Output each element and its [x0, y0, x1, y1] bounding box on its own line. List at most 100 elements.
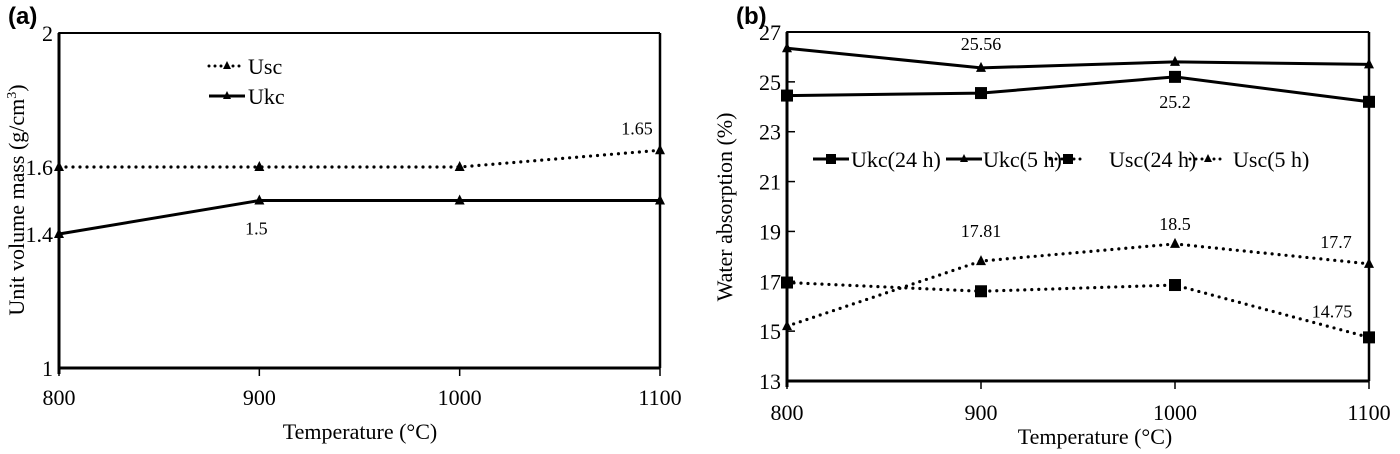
- data-label: 1.5: [245, 219, 268, 239]
- triangle-marker-icon: [54, 161, 64, 171]
- data-labels-a: 1.65 1.5: [245, 118, 653, 238]
- series-ukc-5-h: [782, 42, 1374, 72]
- legend-item-ukc-24-h: Ukc(24 h): [813, 147, 941, 172]
- square-marker-icon: [1363, 331, 1375, 344]
- legend-label: Usc(5 h): [1233, 147, 1309, 172]
- x-axis-ticks-a: 800 900 1000 1100: [43, 368, 682, 410]
- data-label: 18.5: [1159, 214, 1191, 234]
- x-tick-label: 1000: [1153, 400, 1197, 425]
- triangle-marker-icon: [1170, 55, 1180, 66]
- x-tick-label: 900: [965, 400, 998, 425]
- triangle-marker-icon: [1170, 237, 1180, 248]
- legend-triangle-icon: [960, 154, 968, 162]
- panel-label-a: (a): [8, 3, 37, 30]
- legend-square-icon: [826, 154, 836, 164]
- y-tick-label: 17: [759, 269, 781, 294]
- triangle-marker-icon: [976, 255, 986, 266]
- legend-triangle-icon: [223, 91, 231, 99]
- square-marker-icon: [1363, 95, 1375, 108]
- data-label: 17.81: [961, 221, 1002, 241]
- legend-item-usc-24-h: Usc(24 h): [1048, 147, 1196, 172]
- legend-triangle-icon: [1204, 154, 1212, 162]
- data-label: 1.65: [621, 118, 653, 138]
- triangle-marker-icon: [254, 161, 265, 171]
- plot-frame-a: [57, 32, 662, 374]
- legend-b: Ukc(24 h) Ukc(5 h) Usc(24 h) Usc(5 h): [813, 147, 1309, 172]
- legend-item-ukc: Ukc: [209, 84, 285, 109]
- series-ukc: [54, 194, 665, 238]
- square-marker-icon: [975, 285, 987, 298]
- series-group-a: [54, 144, 665, 238]
- y-tick-label: 19: [759, 219, 781, 244]
- y-tick-label: 25: [759, 70, 781, 95]
- series-usc: [54, 144, 665, 171]
- panel-label-b: (b): [736, 3, 767, 30]
- triangle-marker-icon: [454, 161, 465, 171]
- y-axis-ticks-b: 13 15 17 19 21 23 25 27: [759, 20, 795, 394]
- x-axis-ticks-b: 800 900 1000 1100: [771, 381, 1391, 425]
- triangle-marker-icon: [782, 320, 792, 331]
- triangle-marker-icon: [782, 42, 792, 53]
- triangle-marker-icon: [976, 61, 986, 72]
- data-label: 25.2: [1159, 92, 1191, 112]
- data-labels-b: 25.56 25.2 17.81 18.5 17.7 14.75: [961, 34, 1353, 321]
- series-ukc-24-h: [781, 70, 1375, 108]
- square-marker-icon: [975, 87, 987, 100]
- square-marker-icon: [781, 276, 793, 289]
- square-marker-icon: [1169, 70, 1181, 83]
- legend-label: Usc: [248, 54, 282, 79]
- data-label: 14.75: [1312, 301, 1353, 321]
- y-tick-label: 21: [759, 170, 781, 195]
- triangle-marker-icon: [655, 194, 665, 205]
- triangle-marker-icon: [1364, 257, 1374, 268]
- x-tick-label: 1000: [438, 385, 482, 410]
- x-axis-title-b: Temperature (°C): [1018, 424, 1172, 449]
- square-marker-icon: [1169, 279, 1181, 292]
- series-usc-5-h: [782, 237, 1374, 331]
- legend-item-usc-5-h: Usc(5 h): [1188, 147, 1309, 172]
- triangle-marker-icon: [655, 144, 665, 155]
- triangle-marker-icon: [254, 194, 265, 205]
- y-tick-label: 23: [759, 120, 781, 145]
- chart-panel-a: (a) 11.41.62 800 900 1000 1100 1.651.5 UscU…: [4, 3, 682, 444]
- legend-label: Usc(24 h): [1109, 147, 1196, 172]
- triangle-marker-icon: [454, 194, 465, 205]
- series-usc-24-h: [781, 276, 1375, 344]
- y-tick-label: 13: [759, 369, 781, 394]
- series-line: [785, 242, 1371, 328]
- series-line: [785, 280, 1371, 339]
- x-tick-label: 1100: [638, 385, 681, 410]
- series-line: [57, 148, 662, 169]
- series-line: [786, 75, 1370, 104]
- x-tick-label: 800: [43, 385, 76, 410]
- legend-a: Usc Ukc: [207, 54, 285, 109]
- series-line: [58, 199, 660, 236]
- x-tick-label: 800: [771, 400, 804, 425]
- triangle-marker-icon: [1364, 58, 1374, 69]
- legend-item-ukc-5-h: Ukc(5 h): [946, 147, 1062, 172]
- y-tick-label: 15: [759, 319, 781, 344]
- legend-label: Ukc: [248, 84, 285, 109]
- x-axis-title-a: Temperature (°C): [283, 419, 437, 444]
- x-tick-label: 900: [243, 385, 276, 410]
- legend-triangle-icon: [223, 61, 231, 69]
- y-tick-label: 1.6: [26, 155, 54, 180]
- triangle-marker-icon: [54, 228, 64, 238]
- data-label: 17.7: [1320, 232, 1352, 252]
- y-tick-label: 1: [42, 356, 53, 381]
- y-axis-title-a: Unit volume mass (g/cm3): [4, 84, 29, 315]
- y-tick-label: 1.4: [26, 222, 54, 247]
- y-tick-label: 27: [759, 20, 781, 45]
- x-tick-label: 1100: [1347, 400, 1390, 425]
- legend-square-icon: [1063, 154, 1073, 164]
- y-axis-title-b: Water absorption (%): [712, 113, 737, 302]
- series-line: [786, 46, 1370, 70]
- chart-panel-b: (b) 13 15 17 19 21 23 25 27 800 900 1000 1100 25.5…: [712, 3, 1391, 449]
- data-label: 25.56: [961, 34, 1002, 54]
- y-tick-label: 2: [42, 21, 53, 46]
- legend-label: Ukc(24 h): [851, 147, 941, 172]
- square-marker-icon: [781, 89, 793, 102]
- legend-item-usc: Usc: [207, 54, 282, 79]
- series-group-b: [781, 42, 1375, 344]
